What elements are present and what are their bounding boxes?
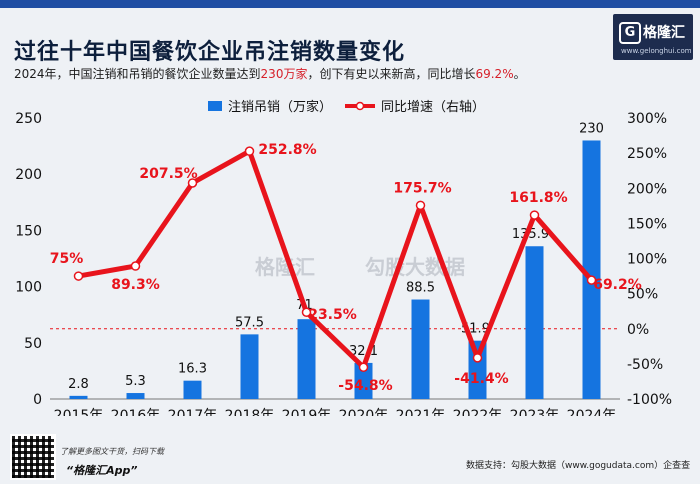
bar-value-label: 88.5 [406, 281, 435, 296]
subtitle-suffix: 。 [513, 67, 526, 81]
bar-value-label: 5.3 [125, 374, 146, 389]
bar [240, 334, 259, 399]
right-axis-tick-label: 250% [627, 146, 667, 162]
bar [354, 362, 373, 399]
right-axis-tick-label: 50% [627, 287, 658, 303]
logo-url: www.gelonghui.com [621, 47, 692, 55]
x-axis-tick-label: 2022年 [453, 408, 503, 416]
bar-value-label: 57.5 [235, 315, 264, 330]
growth-point [244, 146, 255, 156]
growth-value-label: -54.8% [338, 378, 392, 394]
chart-subtitle: 2024年，中国注销和吊销的餐饮企业数量达到230万家，创下有史以来新高，同比增… [14, 65, 526, 82]
legend-line-label: 同比增速（右轴） [381, 100, 485, 115]
right-axis-tick-label: -100% [627, 392, 672, 408]
growth-point [415, 200, 426, 211]
subtitle-highlight-growth: 69.2% [475, 67, 514, 81]
qr-code [10, 434, 56, 480]
legend-line-marker [355, 101, 365, 111]
left-axis-tick-label: 150 [15, 223, 42, 239]
watermark-partner: 勾股大数据 [365, 255, 465, 279]
x-axis-tick-label: 2023年 [510, 408, 560, 416]
data-source: 数据支持：勾股大数据（www.gogudata.com）企查查 [466, 461, 691, 471]
growth-value-label: 23.5% [308, 307, 357, 323]
right-axis-tick-label: 150% [627, 216, 667, 232]
chart-title: 过往十年中国餐饮企业吊注销数量变化 [14, 40, 406, 65]
footer-download-hint: 了解更多图文干货，扫码下载 [60, 447, 164, 456]
gelonghui-logo: G 格隆汇 www.gelonghui.com [613, 14, 693, 60]
x-axis-tick-label: 2019年 [282, 408, 332, 416]
right-axis-tick-label: -50% [627, 357, 663, 373]
x-axis-tick-label: 2021年 [396, 408, 446, 416]
growth-point [586, 275, 597, 285]
growth-value-label: 69.2% [593, 277, 642, 293]
left-axis-tick-label: 50 [24, 336, 42, 352]
growth-line [78, 148, 594, 370]
growth-value-label: 161.8% [509, 190, 567, 206]
legend-bar-swatch [208, 101, 222, 111]
right-axis-tick-label: 0% [627, 322, 649, 338]
x-axis-tick-label: 2016年 [111, 408, 161, 416]
x-axis-tick-label: 2024年 [567, 408, 617, 416]
growth-point [73, 271, 84, 281]
bar [183, 380, 202, 399]
growth-value-label: 75% [50, 251, 84, 267]
chart-svg: 格隆汇 勾股大数据 0 50 100 150 200 250 -100% -50% 0% 50% 1… [15, 99, 672, 416]
x-axis-tick-label: 2018年 [225, 408, 275, 416]
growth-value-label: -41.4% [454, 371, 508, 387]
x-axis-tick-label: 2015年 [54, 408, 104, 416]
bar-value-label: 135.9 [512, 227, 549, 242]
bar-value-label: 2.8 [68, 377, 89, 392]
growth-point [187, 178, 198, 188]
bar [126, 393, 145, 399]
subtitle-highlight-count: 230万家 [260, 67, 308, 81]
bar [468, 340, 487, 399]
growth-value-label: 175.7% [393, 180, 451, 196]
growth-value-label: 252.8% [258, 142, 316, 158]
bar-value-label: 230 [579, 121, 604, 136]
left-axis-tick-label: 200 [15, 167, 42, 183]
watermark-brand: 格隆汇 [255, 255, 315, 279]
growth-value-label: 207.5% [139, 166, 197, 182]
legend-bar-label: 注销吊销（万家） [228, 99, 332, 115]
right-axis-tick-label: 100% [627, 252, 667, 268]
x-axis-tick-label: 2020年 [339, 408, 389, 416]
subtitle-prefix: 2024年，中国注销和吊销的餐饮企业数量达到 [14, 67, 261, 81]
growth-point [472, 353, 483, 363]
growth-point [130, 261, 141, 271]
bar [411, 299, 430, 399]
left-axis-tick-label: 250 [15, 111, 42, 127]
logo-name: 格隆汇 [643, 25, 685, 41]
bar [582, 140, 601, 400]
growth-point [358, 362, 369, 372]
logo-mark-icon: G [619, 22, 641, 44]
growth-value-label: 89.3% [111, 277, 160, 293]
left-axis-tick-label: 100 [15, 280, 42, 296]
left-axis-tick-label: 0 [33, 392, 42, 408]
top-accent-bar [0, 0, 700, 8]
bar [297, 319, 316, 399]
footer-app-name: “格隆汇App” [66, 464, 138, 477]
growth-point [301, 307, 312, 317]
right-axis-tick-label: 300% [627, 111, 667, 127]
x-axis-tick-label: 2017年 [168, 408, 218, 416]
bar [525, 246, 544, 399]
right-axis-tick-label: 200% [627, 181, 667, 197]
bar [69, 395, 88, 399]
subtitle-middle: ，创下有史以来新高，同比增长 [307, 67, 476, 81]
growth-point [529, 210, 540, 220]
bar-value-label: 16.3 [178, 362, 207, 377]
